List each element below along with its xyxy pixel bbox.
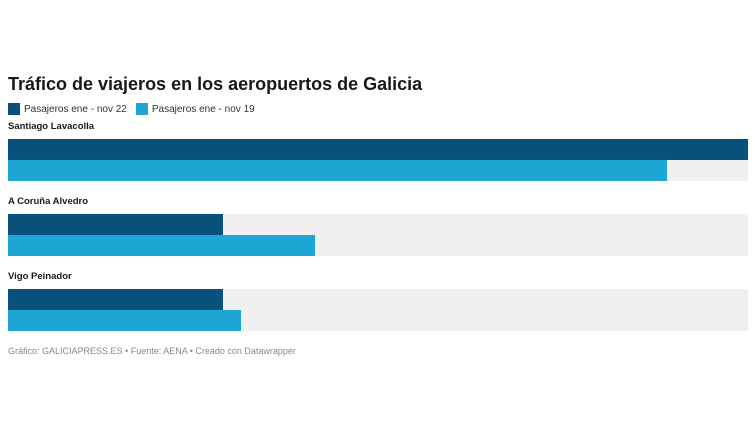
legend-swatch-series-2 (135, 103, 148, 115)
bar-vigo-peinador-series-1 (8, 289, 223, 310)
category-label-santiago-lavacolla: Santiago Lavacolla (8, 121, 95, 132)
legend-item-series-1: Pasajeros ene - nov 22 (8, 103, 127, 115)
legend-item-series-2: Pasajeros ene - nov 19 (135, 103, 255, 115)
bar-vigo-peinador-series-2 (8, 310, 242, 331)
chart-footer: Gráfico: GALICIAPRESS.ES • Fuente: AENA … (8, 346, 296, 356)
legend-swatch-series-1 (8, 103, 20, 115)
bar-a-coruna-alvedro-series-1 (8, 214, 223, 235)
category-label-vigo-peinador: Vigo Peinador (8, 271, 72, 282)
legend-label-series-1: Pasajeros ene - nov 22 (24, 103, 127, 115)
bar-santiago-lavacolla-series-1 (8, 139, 748, 160)
legend-label-series-2: Pasajeros ene - nov 19 (151, 103, 255, 115)
bar-santiago-lavacolla-series-2 (8, 160, 667, 181)
category-label-a-coruna-alvedro: A Coruña Alvedro (8, 196, 89, 207)
legend: Pasajeros ene - nov 22 Pasajeros ene - n… (8, 103, 264, 115)
bar-a-coruna-alvedro-series-2 (8, 235, 316, 256)
chart-title: Tráfico de viajeros en los aeropuertos d… (8, 74, 423, 94)
